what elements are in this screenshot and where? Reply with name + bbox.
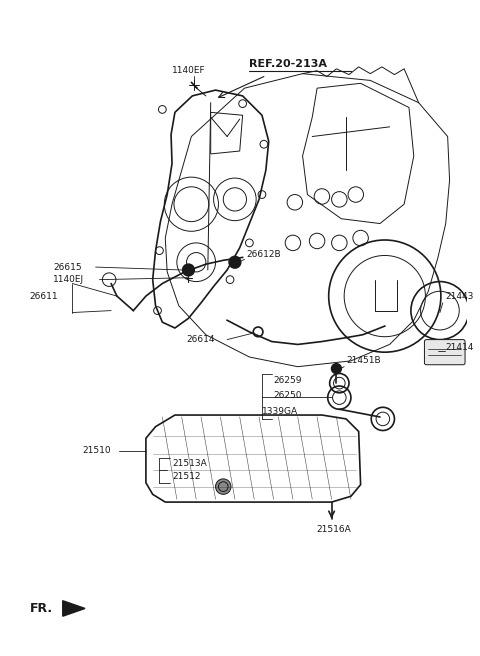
Circle shape bbox=[216, 479, 231, 495]
Text: FR.: FR. bbox=[30, 602, 53, 615]
Text: 21516A: 21516A bbox=[316, 525, 351, 534]
Text: 21451B: 21451B bbox=[346, 356, 381, 365]
Text: 1140EJ: 1140EJ bbox=[53, 275, 84, 284]
Text: 26612B: 26612B bbox=[247, 250, 281, 259]
Text: 21414: 21414 bbox=[446, 343, 474, 352]
Text: 26615: 26615 bbox=[53, 262, 82, 272]
Text: 21513A: 21513A bbox=[172, 459, 207, 468]
Text: REF.20-213A: REF.20-213A bbox=[250, 59, 327, 69]
Text: 1140EF: 1140EF bbox=[172, 66, 205, 75]
Circle shape bbox=[332, 364, 341, 373]
Text: 21510: 21510 bbox=[82, 446, 111, 455]
Text: 26259: 26259 bbox=[274, 376, 302, 384]
Circle shape bbox=[229, 256, 240, 268]
Circle shape bbox=[183, 264, 194, 276]
Text: 26614: 26614 bbox=[187, 335, 215, 344]
Text: 1339GA: 1339GA bbox=[262, 407, 298, 416]
Text: 26250: 26250 bbox=[274, 391, 302, 400]
Text: 26611: 26611 bbox=[30, 291, 59, 300]
Polygon shape bbox=[63, 601, 85, 616]
Text: 21512: 21512 bbox=[172, 472, 201, 482]
Text: 21443: 21443 bbox=[446, 291, 474, 300]
FancyBboxPatch shape bbox=[424, 340, 465, 365]
